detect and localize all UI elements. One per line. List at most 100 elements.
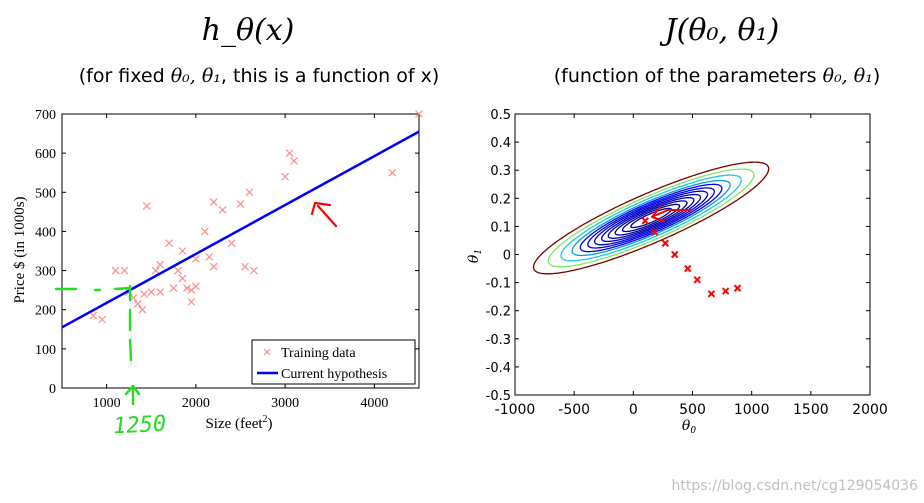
training-data-point <box>205 252 214 261</box>
left-y-axis-label: Price $ (in 1000s) <box>12 196 28 303</box>
right-y-tick-label: -0.1 <box>486 277 511 292</box>
legend-label-hypothesis: Current hypothesis <box>281 367 387 382</box>
left-x-tick-label: 2000 <box>182 396 210 411</box>
training-data-point <box>98 315 107 324</box>
gradient-descent-point <box>733 284 742 292</box>
right-title: J(θ₀, θ₁) <box>659 13 780 48</box>
training-data-point <box>415 110 423 118</box>
left-chart: 1000 2000 3000 4000 0100200300400500600700 … <box>12 108 423 439</box>
gradient-descent-points <box>641 217 742 298</box>
training-data-point <box>388 168 397 177</box>
left-y-tick-label: 700 <box>35 108 56 123</box>
right-subtitle: (function of the parameters θ₀, θ₁) <box>554 65 881 87</box>
gradient-descent-point <box>671 250 679 259</box>
contour-line <box>547 168 755 268</box>
right-x-ticks: -1000 -500 0 500 1000 1500 2000 <box>495 114 888 418</box>
right-y-tick-label: 0.3 <box>490 164 511 179</box>
right-plot-frame-bg <box>515 114 870 395</box>
green-dashed-horizontal <box>54 286 132 292</box>
training-data-point <box>281 172 290 181</box>
training-data-point <box>183 284 191 293</box>
hypothesis-line <box>61 130 420 329</box>
left-y-tick-label: 500 <box>35 186 56 201</box>
right-x-axis-label: θ0 <box>682 418 696 436</box>
training-data-point <box>236 200 245 208</box>
training-data-point <box>218 205 227 214</box>
contour-line <box>593 190 709 246</box>
annotation-1250: 1250 <box>113 412 167 440</box>
gradient-descent-point <box>650 228 659 236</box>
left-x-axis-label: Size (feet2) <box>205 414 272 432</box>
training-data-point <box>191 282 200 291</box>
training-data-point <box>156 260 165 269</box>
training-data-point <box>290 157 298 165</box>
left-x-tick-label: 4000 <box>360 396 388 411</box>
training-data-point <box>169 284 178 293</box>
contour-lines <box>532 161 770 275</box>
green-arrow-head <box>124 384 141 406</box>
training-data-point <box>245 188 254 197</box>
right-x-tick-label: 500 <box>679 402 706 418</box>
contour-line <box>587 187 715 249</box>
training-data-point <box>200 227 209 236</box>
left-legend: Training data Current hypothesis <box>251 339 416 385</box>
gradient-descent-point <box>707 290 716 298</box>
contour-line <box>579 183 723 253</box>
left-y-ticks: 0 100 200 300 400 500 600 700 <box>35 108 419 397</box>
training-data-point <box>133 299 142 308</box>
right-y-tick-label: 0 <box>503 249 511 264</box>
right-y-tick-label: 0.4 <box>490 136 511 151</box>
gradient-descent-point <box>721 287 730 295</box>
left-subtitle: (for fixed θ₀, θ₁, this is a function of… <box>79 65 440 87</box>
watermark: https://blog.csdn.net/cg129054036 <box>671 478 918 494</box>
right-y-axis-label: θ1 <box>466 249 484 263</box>
right-y-tick-label: 0.2 <box>490 192 511 207</box>
left-y-tick-label: 400 <box>35 225 56 240</box>
right-y-tick-label: -0.5 <box>486 389 511 404</box>
training-data-point <box>156 288 165 297</box>
contour-line <box>560 174 742 262</box>
training-data-point <box>138 305 147 314</box>
legend-box <box>251 339 416 385</box>
right-y-tick-label: -0.2 <box>486 305 511 320</box>
left-x-tick-label: 3000 <box>271 396 299 411</box>
right-x-tick-label: 1000 <box>734 402 770 418</box>
right-y-ticks: -0.5 -0.4 -0.3 -0.2 -0.1 0 0.1 0.2 0.3 0.4 0.5 <box>486 108 870 404</box>
training-data-point <box>187 297 196 306</box>
left-y-tick-label: 100 <box>35 343 56 358</box>
training-data-points <box>89 110 423 324</box>
training-data-point <box>249 266 258 275</box>
training-data-point <box>209 262 218 271</box>
contour-line <box>571 179 731 257</box>
contour-line <box>630 207 672 229</box>
training-data-point <box>174 266 182 275</box>
right-x-tick-label: 2000 <box>852 402 888 418</box>
contour-line <box>621 203 681 233</box>
gradient-descent-point <box>661 239 669 247</box>
left-y-tick-label: 200 <box>35 304 56 319</box>
contour-line <box>532 161 770 275</box>
training-data-point <box>178 274 187 283</box>
right-y-tick-label: 0.1 <box>490 220 511 235</box>
right-x-tick-label: 0 <box>629 402 638 418</box>
red-arrow-annotation <box>310 201 338 228</box>
right-x-tick-label: 1500 <box>793 402 829 418</box>
left-y-tick-label: 300 <box>35 265 56 280</box>
training-data-point <box>120 266 129 275</box>
left-x-tick-label: 1000 <box>93 396 121 411</box>
left-y-tick-label: 600 <box>35 147 56 162</box>
training-data-point <box>140 290 149 298</box>
gradient-descent-point <box>641 217 649 225</box>
gradient-descent-point <box>684 264 692 273</box>
left-y-tick-label: 0 <box>49 382 56 397</box>
green-dashed-vertical <box>128 284 133 362</box>
right-x-tick-label: -500 <box>558 402 590 418</box>
training-data-point <box>227 239 236 248</box>
contour-line <box>607 197 695 239</box>
legend-label-training: Training data <box>281 346 356 361</box>
contour-line <box>601 193 702 243</box>
right-x-tick-label: -1000 <box>495 402 536 418</box>
training-data-point <box>147 288 156 297</box>
training-data-point <box>89 311 98 320</box>
training-data-point <box>285 149 294 158</box>
